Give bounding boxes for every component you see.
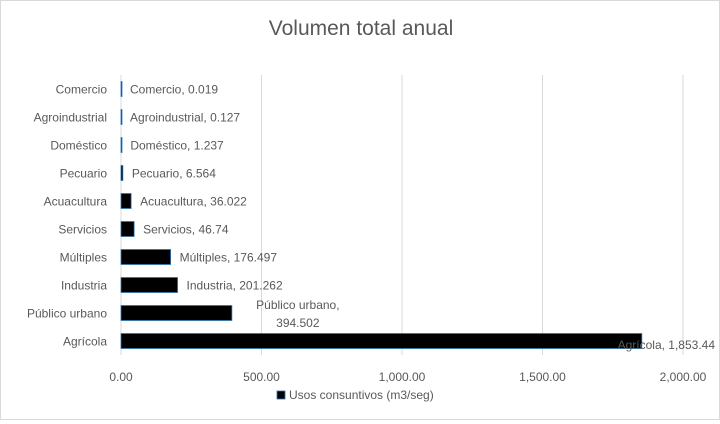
data-label: 394.502 — [276, 316, 320, 330]
x-axis-ticks: 0.00 500.00 1,000.00 1,500.00 2,000.00 — [109, 370, 706, 384]
legend-label: Usos consuntivos (m3/seg) — [289, 388, 434, 402]
bar — [120, 81, 123, 97]
bars — [120, 81, 643, 349]
x-tick-label: 1,000.00 — [379, 370, 426, 384]
category-label: Comercio — [56, 83, 108, 97]
category-label: Agroindustrial — [34, 111, 107, 125]
data-label: Múltiples, 176.497 — [180, 251, 278, 265]
x-tick-label: 500.00 — [243, 370, 280, 384]
legend-swatch — [276, 390, 286, 400]
data-label: Agrícola, 1,853.44 — [618, 338, 716, 352]
legend: Usos consuntivos (m3/seg) — [276, 388, 434, 402]
bar — [120, 137, 123, 153]
category-label: Servicios — [58, 223, 107, 237]
data-label: Servicios, 46.74 — [143, 223, 229, 237]
data-label: Acuacultura, 36.022 — [140, 195, 247, 209]
data-label: Pecuario, 6.564 — [132, 167, 216, 181]
x-tick-label: 0.00 — [109, 370, 133, 384]
bar — [120, 249, 171, 265]
category-labels: Agrícola Público urbano Industria Múltiples… — [27, 83, 107, 349]
category-label: Agrícola — [63, 335, 107, 349]
bar — [120, 165, 124, 181]
data-label: Doméstico, 1.237 — [130, 139, 224, 153]
bar — [120, 193, 132, 209]
data-label: Industria, 201.262 — [187, 279, 283, 293]
data-label: Comercio, 0.019 — [130, 83, 218, 97]
x-tick-label: 2,000.00 — [660, 370, 707, 384]
bar — [120, 277, 178, 293]
data-label: Público urbano, — [256, 298, 339, 312]
bar — [120, 305, 233, 321]
data-label: Agroindustrial, 0.127 — [130, 111, 240, 125]
bar — [120, 221, 135, 237]
x-tick-label: 1,500.00 — [519, 370, 566, 384]
chart-title: Volumen total anual — [269, 17, 453, 40]
category-label: Múltiples — [60, 251, 107, 265]
data-labels: Agrícola, 1,853.44 Público urbano, 394.502… — [130, 83, 715, 353]
category-label: Acuacultura — [44, 195, 108, 209]
category-label: Doméstico — [50, 139, 107, 153]
bar — [120, 333, 643, 349]
bar — [120, 109, 123, 125]
category-label: Industria — [61, 279, 107, 293]
category-label: Pecuario — [60, 167, 108, 181]
category-label: Público urbano — [27, 307, 107, 321]
